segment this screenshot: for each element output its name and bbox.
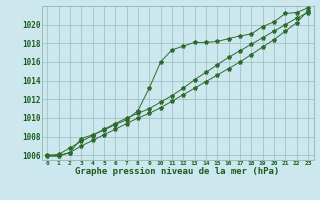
X-axis label: Graphe pression niveau de la mer (hPa): Graphe pression niveau de la mer (hPa): [76, 167, 280, 176]
